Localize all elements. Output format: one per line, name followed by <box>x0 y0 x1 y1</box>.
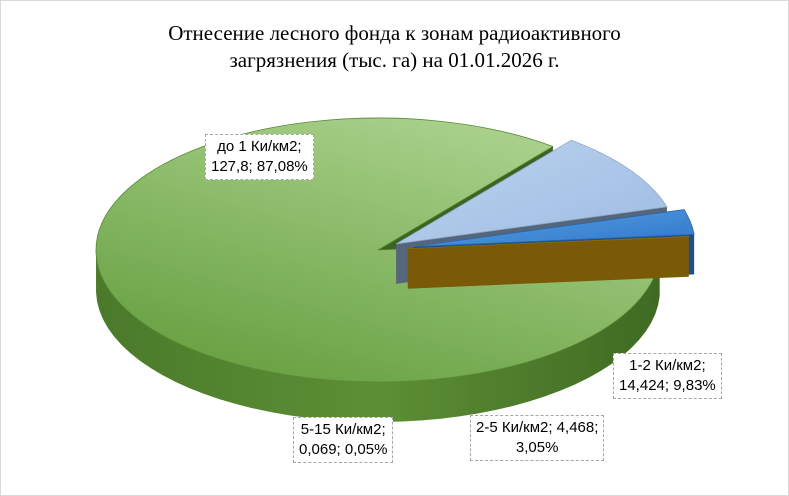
slice-label-1-2: 1-2 Ки/км2; 14,424; 9,83% <box>613 353 722 399</box>
pie-slice-1-2-top <box>396 139 668 245</box>
slice-label-5-15-line-1: 5-15 Ки/км2; <box>300 421 386 438</box>
slice-label-5-15: 5-15 Ки/км2; 0,069; 0,05% <box>293 417 394 463</box>
pie-slice-5-15-top <box>407 235 690 250</box>
slice-label-2-5-line-2: 3,05% <box>515 439 559 456</box>
slice-label-1-2-line-1: 1-2 Ки/км2; <box>629 357 706 374</box>
slice-label-lt1: до 1 Ки/км2; 127,8; 87,08% <box>205 134 314 180</box>
slice-label-1-2-line-2: 14,424; 9,83% <box>619 377 716 394</box>
pie-slice-5-15-cut-face <box>407 236 689 289</box>
slice-label-2-5: 2-5 Ки/км2; 4,468; 3,05% <box>470 415 605 461</box>
pie-slice-5-15 <box>407 235 690 289</box>
slice-label-lt1-line-2: 127,8; 87,08% <box>211 158 308 175</box>
chart-title-line-2: загрязнения (тыс. га) на 01.01.2026 г. <box>229 48 560 72</box>
pie-slice-2-5-top <box>413 209 695 248</box>
chart-title-line-1: Отнесение лесного фонда к зонам радиоакт… <box>168 21 621 45</box>
slice-label-lt1-line-1: до 1 Ки/км2; <box>217 138 302 155</box>
pie-slice-lt1-top <box>95 117 661 383</box>
slice-label-5-15-line-2: 0,069; 0,05% <box>299 441 388 458</box>
chart-title: Отнесение лесного фонда к зонам радиоакт… <box>0 20 789 74</box>
pie-slice-lt1-side-wall <box>96 252 660 422</box>
slice-label-2-5-line-1: 2-5 Ки/км2; 4,468; <box>476 419 599 436</box>
